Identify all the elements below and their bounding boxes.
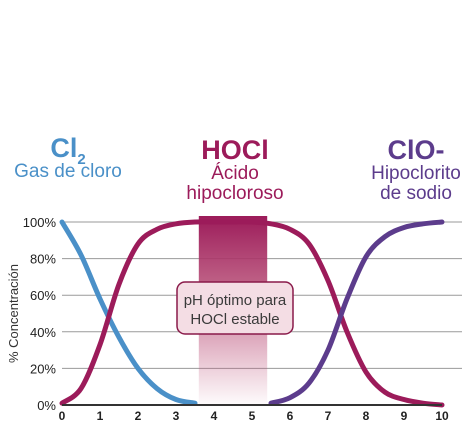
x-tick-label: 1 — [97, 409, 104, 423]
hocl-header: HOCl Ácido hipocloroso — [168, 136, 302, 204]
clo-curve — [268, 219, 445, 406]
annotation-line1: pH óptimo para — [184, 292, 287, 309]
x-tick-label: 7 — [325, 409, 332, 423]
cl2-curve — [59, 219, 198, 406]
series-layer — [59, 219, 445, 408]
cl2-name-subscript: 2 — [77, 151, 86, 168]
y-axis-label: % Concentración — [6, 264, 21, 363]
y-tick-label: 60% — [30, 288, 56, 303]
y-tick-label: 20% — [30, 361, 56, 376]
x-tick-label: 10 — [435, 409, 449, 423]
y-tick-label: 100% — [23, 215, 57, 230]
clo-header: ClO- Hipoclorito de sodio — [360, 136, 472, 204]
y-tick-label: 80% — [30, 252, 56, 267]
annotation-line2: HOCl estable — [190, 311, 279, 328]
clo-description-line2: de sodio — [380, 183, 452, 205]
x-tick-label: 6 — [287, 409, 294, 423]
cl2-description: Gas de cloro — [14, 161, 122, 183]
axis-layer: 0% 20% 40% 60% 80% 100% 0 1 2 3 4 5 6 7 8 9 10 % Concentr… — [6, 215, 449, 423]
hocl-curve — [59, 219, 445, 408]
x-tick-label: 4 — [211, 409, 218, 423]
x-tick-label: 2 — [135, 409, 142, 423]
x-tick-label: 0 — [59, 409, 66, 423]
annotation-callout: pH óptimo para HOCl estable — [176, 281, 294, 335]
hocl-description-line1: Ácido — [211, 163, 259, 185]
cl2-header: Cl2 Gas de cloro — [8, 134, 128, 182]
y-tick-label: 40% — [30, 325, 56, 340]
clo-name: ClO- — [387, 135, 445, 165]
clo-description-line1: Hipoclorito — [371, 163, 461, 185]
y-tick-label: 0% — [37, 398, 56, 413]
hocl-name: HOCl — [201, 135, 269, 165]
x-tick-label: 8 — [363, 409, 370, 423]
x-tick-label: 9 — [401, 409, 408, 423]
x-tick-label: 3 — [173, 409, 180, 423]
x-tick-label: 5 — [249, 409, 256, 423]
cl2-name-main: Cl — [50, 133, 78, 163]
hocl-description-line2: hipocloroso — [186, 183, 284, 205]
cl2-name: Cl2 — [8, 133, 128, 168]
annotation-box — [176, 281, 294, 335]
